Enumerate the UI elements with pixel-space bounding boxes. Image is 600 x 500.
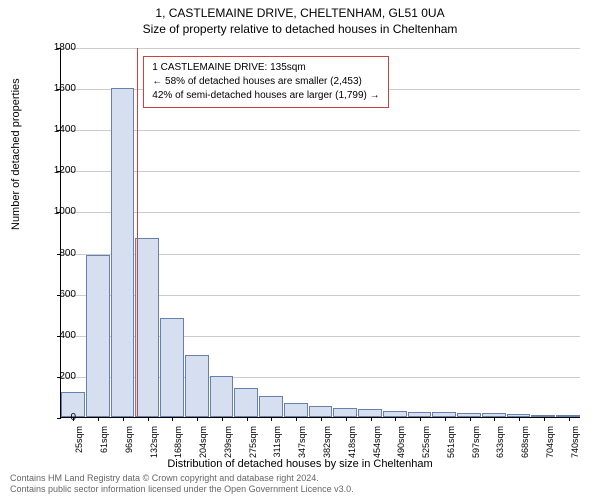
y-tick-label: 1000 — [36, 206, 76, 217]
x-tick-label: 704sqm — [545, 426, 555, 466]
gridline — [61, 130, 580, 131]
plot-area: 1 CASTLEMAINE DRIVE: 135sqm← 58% of deta… — [60, 48, 580, 418]
histogram-bar — [86, 255, 110, 417]
footer-attribution: Contains HM Land Registry data © Crown c… — [10, 473, 354, 496]
x-tick-label: 454sqm — [372, 426, 382, 466]
histogram-bar — [309, 406, 333, 417]
x-tick-label: 347sqm — [297, 426, 307, 466]
annotation-line: 42% of semi-detached houses are larger (… — [152, 89, 379, 103]
histogram-bar — [210, 376, 234, 417]
y-tick-label: 1800 — [36, 42, 76, 53]
histogram-bar — [185, 355, 209, 417]
x-tick-mark — [470, 417, 471, 421]
x-tick-mark — [148, 417, 149, 421]
gridline — [61, 212, 580, 213]
footer-line-1: Contains HM Land Registry data © Crown c… — [10, 473, 354, 485]
x-tick-label: 382sqm — [322, 426, 332, 466]
x-tick-label: 275sqm — [248, 426, 258, 466]
gridline — [61, 48, 580, 49]
x-tick-mark — [569, 417, 570, 421]
annotation-box: 1 CASTLEMAINE DRIVE: 135sqm← 58% of deta… — [143, 56, 388, 108]
y-tick-label: 200 — [36, 371, 76, 382]
x-tick-label: 239sqm — [223, 426, 233, 466]
chart-title-desc: Size of property relative to detached ho… — [0, 22, 600, 36]
y-tick-label: 1200 — [36, 165, 76, 176]
gridline — [61, 171, 580, 172]
y-tick-label: 0 — [36, 412, 76, 423]
x-tick-mark — [222, 417, 223, 421]
x-tick-mark — [123, 417, 124, 421]
y-tick-label: 800 — [36, 248, 76, 259]
x-tick-label: 25sqm — [74, 426, 84, 466]
footer-line-2: Contains public sector information licen… — [10, 484, 354, 496]
y-axis-label: Number of detached properties — [10, 78, 22, 230]
x-tick-label: 525sqm — [421, 426, 431, 466]
x-tick-label: 740sqm — [570, 426, 580, 466]
histogram-bar — [135, 238, 159, 417]
x-tick-label: 597sqm — [471, 426, 481, 466]
y-tick-label: 600 — [36, 289, 76, 300]
x-tick-label: 168sqm — [173, 426, 183, 466]
x-tick-label: 96sqm — [124, 426, 134, 466]
x-tick-mark — [197, 417, 198, 421]
x-tick-label: 132sqm — [149, 426, 159, 466]
histogram-bar — [333, 408, 357, 417]
x-tick-mark — [494, 417, 495, 421]
x-tick-mark — [296, 417, 297, 421]
x-tick-mark — [98, 417, 99, 421]
histogram-bar — [111, 88, 135, 417]
x-tick-mark — [346, 417, 347, 421]
x-tick-mark — [544, 417, 545, 421]
annotation-line: 1 CASTLEMAINE DRIVE: 135sqm — [152, 61, 379, 75]
histogram-bar — [160, 318, 184, 417]
chart-title-address: 1, CASTLEMAINE DRIVE, CHELTENHAM, GL51 0… — [0, 6, 600, 20]
x-tick-label: 490sqm — [396, 426, 406, 466]
x-tick-mark — [420, 417, 421, 421]
y-tick-label: 1600 — [36, 83, 76, 94]
x-tick-mark — [271, 417, 272, 421]
property-marker-line — [137, 48, 138, 417]
x-tick-mark — [371, 417, 372, 421]
x-tick-mark — [172, 417, 173, 421]
annotation-line: ← 58% of detached houses are smaller (2,… — [152, 75, 379, 89]
x-tick-label: 204sqm — [198, 426, 208, 466]
x-tick-mark — [445, 417, 446, 421]
x-tick-label: 668sqm — [520, 426, 530, 466]
x-tick-mark — [321, 417, 322, 421]
histogram-bar — [234, 388, 258, 417]
x-tick-mark — [395, 417, 396, 421]
x-tick-label: 561sqm — [446, 426, 456, 466]
x-tick-label: 418sqm — [347, 426, 357, 466]
x-tick-label: 633sqm — [495, 426, 505, 466]
histogram-bar — [358, 409, 382, 417]
x-tick-label: 61sqm — [99, 426, 109, 466]
x-tick-mark — [519, 417, 520, 421]
histogram-bar — [284, 403, 308, 417]
y-tick-label: 400 — [36, 330, 76, 341]
y-tick-label: 1400 — [36, 124, 76, 135]
histogram-bar — [259, 396, 283, 417]
x-tick-mark — [247, 417, 248, 421]
x-tick-label: 311sqm — [272, 426, 282, 466]
